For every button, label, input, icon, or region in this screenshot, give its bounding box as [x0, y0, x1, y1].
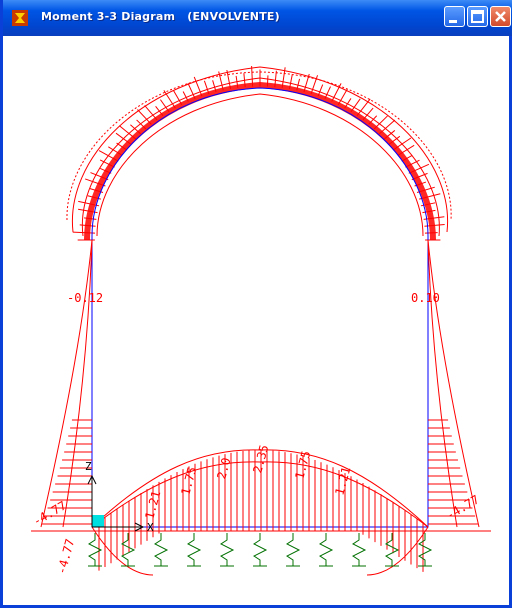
support-spring [220, 533, 235, 567]
svg-text:1.21: 1.21 [332, 465, 353, 497]
app-icon [12, 10, 28, 26]
axis-label-x: X [147, 521, 154, 534]
arch-hatch-line [356, 98, 371, 117]
close-icon [495, 11, 506, 22]
svg-text:1.75: 1.75 [178, 465, 199, 497]
arch-hatch-line [78, 200, 100, 207]
svg-text:2.35: 2.35 [250, 443, 271, 475]
arch-moment-hatch [72, 65, 445, 241]
arch-hatch-line [303, 73, 310, 93]
support-spring [154, 533, 169, 567]
minimize-icon [449, 20, 457, 23]
support-spring [352, 533, 367, 567]
support-spring [385, 533, 400, 567]
arch-hatch-line [187, 82, 196, 99]
arch-hatch-line [173, 90, 183, 105]
left-wall-moment [40, 239, 93, 528]
support-spring [286, 533, 301, 567]
left-corner-label: -4.77 [54, 537, 77, 576]
minimize-button[interactable] [444, 6, 465, 27]
support-spring [121, 533, 136, 567]
slab-moment [91, 449, 429, 576]
support-spring [253, 533, 268, 567]
maximize-button[interactable] [467, 6, 488, 27]
title-bar[interactable]: Moment 3-3 Diagram (ENVOLVENTE) [3, 0, 512, 36]
arch-hatch-line [310, 75, 319, 95]
axis-label-z: Z [85, 460, 92, 473]
close-button[interactable] [490, 6, 511, 27]
arch-hatch-line [218, 71, 224, 91]
right-wall-moment [427, 239, 480, 528]
moment-diagram-canvas[interactable]: Z X -0.12 0.10 -4.77 -4.77 -4.77 1.21 1.… [6, 36, 512, 605]
global-axes [87, 474, 145, 532]
frame-members [91, 87, 429, 528]
slab-labels: 1.21 1.75 2.0 2.35 1.75 1.21 [142, 443, 353, 521]
maximize-icon [471, 10, 484, 23]
svg-text:2.0: 2.0 [214, 456, 233, 481]
svg-text:1.21: 1.21 [142, 489, 163, 521]
svg-text:1.75: 1.75 [292, 449, 313, 481]
joint-marker [92, 515, 104, 527]
arch-hatch-line [331, 83, 342, 102]
support-spring [319, 533, 334, 567]
support-springs [88, 533, 433, 567]
arch-hatch-line [193, 76, 203, 97]
window-title: Moment 3-3 Diagram (ENVOLVENTE) [41, 10, 280, 23]
left-wall-label: -0.12 [67, 291, 103, 305]
support-spring [418, 533, 433, 567]
right-end-label: -4.77 [444, 492, 482, 522]
arch-hatch-line [226, 69, 232, 89]
arch-moment-band [84, 81, 436, 241]
right-wall-label: 0.10 [411, 291, 440, 305]
arch-hatch-line [163, 90, 176, 109]
wall-ticks [42, 419, 478, 525]
arch-hatch-line [72, 231, 96, 234]
support-spring [88, 533, 103, 567]
arch-hatch-line [337, 88, 348, 105]
support-spring [187, 533, 202, 567]
arch-hatch-line [281, 67, 286, 88]
